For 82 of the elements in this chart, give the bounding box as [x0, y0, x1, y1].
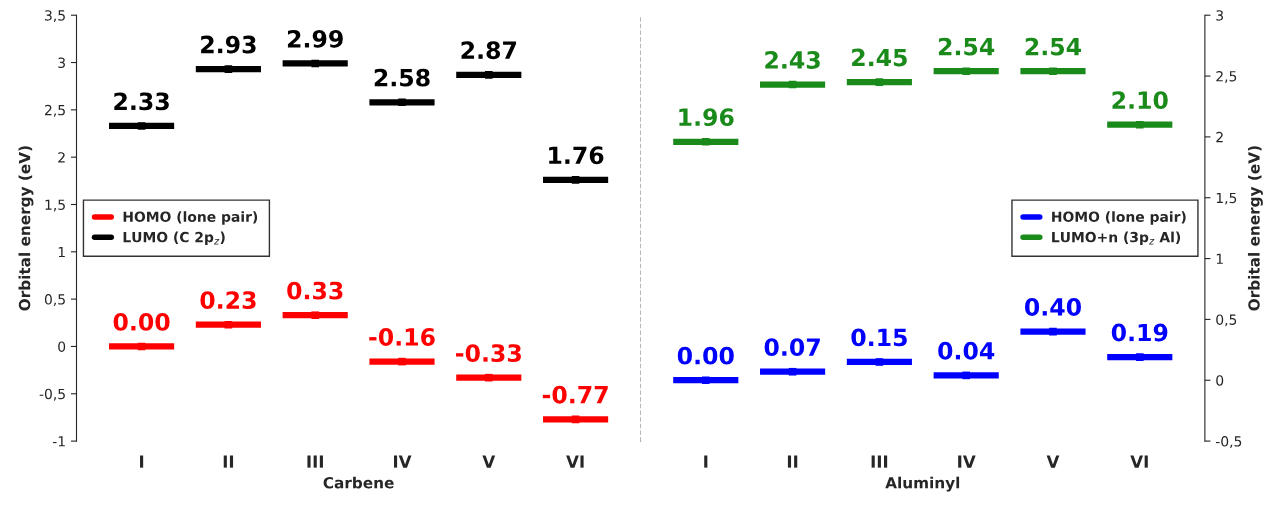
x-tick-label: VI [1130, 455, 1148, 468]
data-label: 1.76 [549, 146, 604, 165]
x-tick-label: I [140, 455, 144, 468]
y-axis-title: Orbital energy (eV) [18, 146, 34, 311]
y-tick-label: -0,5 [39, 388, 65, 401]
data-label: 0.23 [200, 291, 256, 309]
x-tick-label: II [787, 455, 798, 468]
point [571, 176, 580, 184]
y2-tick-label: 0,5 [1216, 314, 1237, 327]
data-label: -0.33 [456, 344, 521, 362]
x-tick-label: III [307, 455, 323, 468]
point [962, 67, 970, 75]
y2-axis-title: Orbital energy (eV) [1247, 146, 1263, 311]
point [1049, 327, 1057, 336]
data-label: 0.15 [851, 328, 907, 347]
x-tick-label: I [704, 455, 708, 468]
point [1135, 120, 1144, 129]
point [484, 373, 493, 382]
data-label: 2.45 [852, 48, 907, 67]
data-label: 2.99 [287, 29, 343, 48]
y2-tick-label: 1 [1216, 253, 1223, 264]
data-label: 0.40 [1024, 298, 1081, 316]
point [137, 122, 146, 130]
y-tick-label: 2,5 [45, 104, 65, 117]
data-label: 0.00 [677, 346, 734, 365]
point [875, 78, 884, 86]
data-label: 2.54 [1025, 37, 1082, 56]
x-tick-label: II [223, 455, 234, 468]
x-tick-label: III [871, 455, 888, 468]
x-tick-label: V [1046, 455, 1060, 468]
y2-tick-label: 2,5 [1216, 71, 1237, 83]
point [701, 376, 710, 385]
legend-label: HOMO (lone pair) [123, 211, 258, 225]
y-tick-label: 1 [58, 246, 65, 258]
point [1135, 353, 1144, 361]
data-label: 0.04 [938, 341, 995, 360]
x-axis-title: Aluminyl [885, 476, 960, 492]
data-label: 0.00 [113, 312, 170, 331]
point [962, 371, 970, 380]
x-tick-label: IV [958, 455, 976, 468]
legend-label: HOMO (lone pair) [1052, 211, 1186, 225]
x-tick-label: V [482, 455, 496, 468]
point [1049, 67, 1057, 75]
data-label: -0.16 [369, 328, 435, 346]
y2-tick-label: 3 [1216, 10, 1224, 21]
point [788, 367, 797, 376]
legend-label: LUMO+n (3p$_{z}$ Al) [1052, 231, 1181, 246]
y2-tick-label: 2 [1216, 131, 1223, 143]
point [484, 71, 493, 79]
data-label: 2.58 [374, 68, 430, 87]
x-tick-label: VI [566, 455, 584, 468]
data-label: 2.10 [1112, 91, 1168, 110]
data-label: 0.19 [1111, 323, 1168, 342]
data-label: 0.33 [287, 281, 343, 300]
y2-tick-label: 0 [1216, 375, 1224, 386]
point [398, 357, 406, 366]
data-label: 2.33 [114, 92, 169, 111]
y-tick-label: 2 [58, 152, 65, 163]
y-tick-label: 0,5 [44, 294, 65, 307]
y-tick-label: -1 [52, 436, 65, 447]
legend-label: LUMO (C 2p$_{z}$) [123, 231, 225, 246]
data-label: 0.07 [764, 338, 820, 357]
data-label: 2.87 [461, 41, 517, 60]
y2-tick-label: 1,5 [1216, 192, 1237, 205]
point [701, 137, 710, 146]
data-label: 2.43 [765, 51, 820, 69]
point [311, 311, 319, 320]
point [224, 65, 233, 73]
y-tick-label: 3 [58, 57, 65, 68]
point [875, 358, 884, 366]
y-tick-label: 3,5 [45, 10, 65, 23]
data-label: 2.54 [938, 37, 995, 56]
y-tick-label: 1,5 [45, 199, 65, 212]
point [311, 59, 319, 68]
point [398, 98, 406, 107]
data-label: 1.96 [679, 108, 734, 127]
y2-tick-label: -0,5 [1215, 436, 1242, 448]
data-label: 2.93 [201, 35, 256, 54]
data-label: -0.77 [542, 385, 608, 404]
x-axis-title: Carbene [323, 476, 394, 489]
x-tick-label: IV [393, 455, 412, 468]
y-tick-label: 0 [58, 341, 66, 352]
